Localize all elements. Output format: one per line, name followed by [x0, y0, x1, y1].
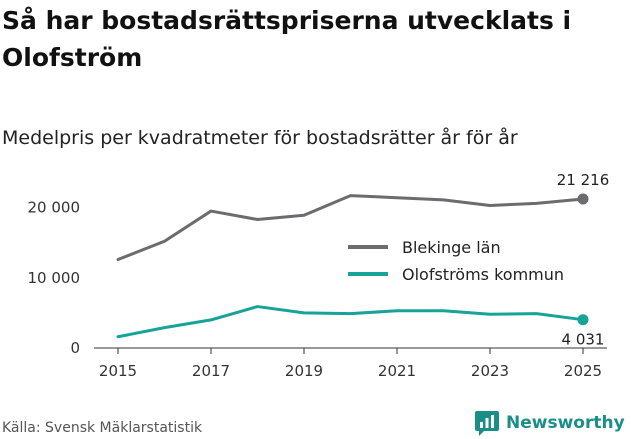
chart-lines: 21 216 4 031: [116, 171, 610, 349]
y-axis: 0 10 000 20 000: [28, 199, 81, 357]
y-tick-label: 10 000: [28, 269, 81, 287]
x-tick-label: 2019: [285, 362, 323, 380]
x-tick-label: 2025: [564, 362, 602, 380]
x-tick-label: 2021: [378, 362, 416, 380]
series-line: [116, 194, 585, 262]
source-note: Källa: Svensk Mäklarstatistik: [2, 420, 203, 436]
x-tick-label: 2015: [99, 362, 137, 380]
chart-subtitle: Medelpris per kvadratmeter för bostadsrä…: [2, 127, 518, 149]
line-chart: 0 10 000 20 000 2015 2017 2019 2021 2023 2025 2…: [28, 171, 610, 380]
legend-label: Blekinge län: [402, 238, 501, 257]
x-tick-label: 2023: [471, 362, 509, 380]
series-end-point: [577, 314, 589, 326]
newsworthy-logo: Newsworthy: [474, 408, 625, 438]
y-tick-label: 20 000: [28, 199, 81, 217]
series-end-label: 4 031: [562, 331, 605, 349]
chart-title: Så har bostadsrättspriserna utvecklats i…: [2, 6, 572, 72]
legend-label: Olofströms kommun: [402, 265, 564, 284]
x-tick-label: 2017: [192, 362, 230, 380]
chart-bubble-icon: [475, 411, 499, 436]
series-line: [116, 305, 585, 339]
series-end-point: [577, 193, 589, 205]
x-axis: 2015 2017 2019 2021 2023 2025: [94, 347, 607, 380]
y-tick-label: 0: [70, 339, 80, 357]
series-end-label: 21 216: [557, 171, 610, 189]
brand-name: Newsworthy: [506, 413, 625, 433]
chart-legend: Blekinge län Olofströms kommun: [348, 238, 564, 284]
